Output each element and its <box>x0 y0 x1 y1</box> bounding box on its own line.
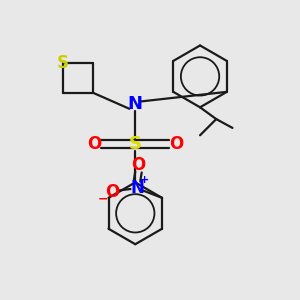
Text: −: − <box>97 193 108 206</box>
Text: S: S <box>57 54 69 72</box>
Text: +: + <box>140 175 150 185</box>
Text: S: S <box>129 135 142 153</box>
Text: O: O <box>131 157 146 175</box>
Text: N: N <box>128 95 143 113</box>
Text: O: O <box>87 135 101 153</box>
Text: O: O <box>169 135 184 153</box>
Text: N: N <box>130 178 144 196</box>
Text: O: O <box>105 183 119 201</box>
